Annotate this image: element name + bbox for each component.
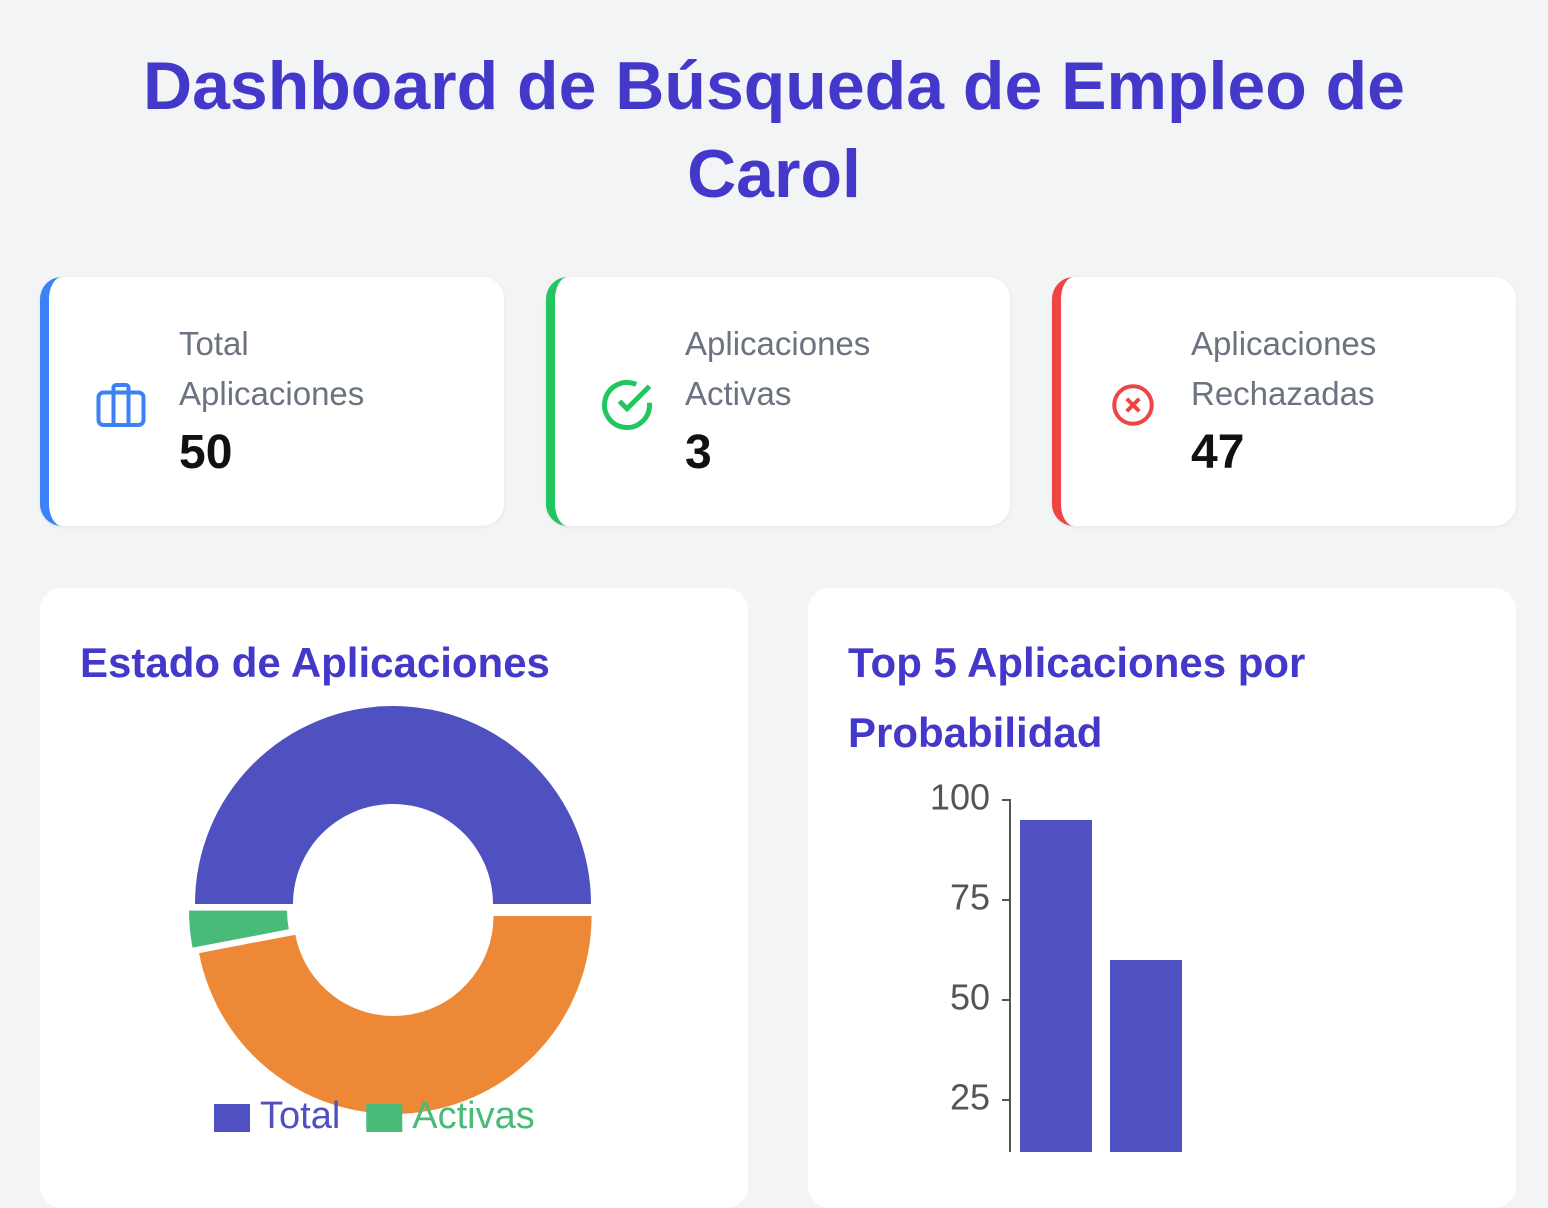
donut-slice (195, 706, 591, 904)
briefcase-icon (96, 383, 146, 427)
chart-title: Estado de Aplicaciones (80, 639, 550, 686)
y-tick-label: 25 (950, 1077, 990, 1118)
donut-slice (189, 910, 289, 948)
bar (1020, 820, 1092, 1152)
page: Dashboard de Búsqueda de Empleo de Carol… (40, 48, 1516, 1208)
stat-label: Aplicaciones Rechazadas (1191, 325, 1377, 412)
legend-swatch (366, 1104, 403, 1132)
legend-swatch (214, 1104, 250, 1132)
chart-title: Top 5 Aplicaciones por Probabilidad (848, 639, 1306, 756)
charts: Total Activas 25 50 75 100 (189, 706, 1182, 1152)
stat-value: 3 (685, 426, 712, 479)
y-tick-label: 75 (950, 877, 990, 918)
x-icon (1112, 384, 1154, 426)
page-title: Dashboard de Búsqueda de Empleo de Carol (142, 48, 1406, 212)
stat-card: Aplicaciones Rechazadas 47 (1052, 277, 1516, 526)
y-tick-label: 100 (930, 777, 990, 818)
stat-label: Total Aplicaciones (179, 325, 365, 412)
stat-label: Aplicaciones Activas (685, 325, 871, 412)
legend-label: Total (260, 1095, 340, 1137)
legend-label: Activas (412, 1095, 534, 1137)
donut-slice (199, 915, 592, 1114)
check-icon (602, 380, 652, 430)
stat-card: Aplicaciones Activas 3 (546, 277, 1010, 526)
stat-card: Total Aplicaciones 50 (40, 277, 504, 526)
stat-value: 47 (1191, 426, 1245, 479)
bar (1110, 960, 1182, 1152)
y-tick-label: 50 (950, 977, 990, 1018)
stat-value: 50 (179, 426, 233, 479)
